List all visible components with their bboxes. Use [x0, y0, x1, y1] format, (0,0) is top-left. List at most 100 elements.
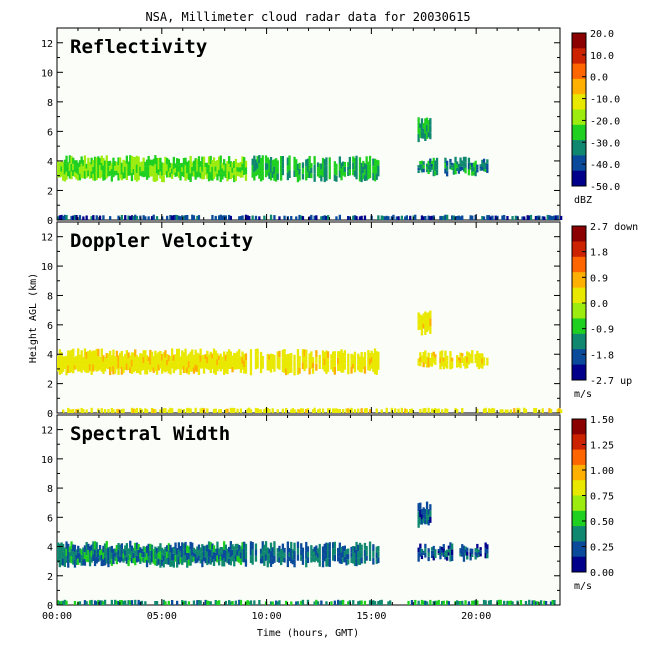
data-cell — [283, 349, 286, 357]
data-cell — [233, 175, 236, 183]
data-cell — [417, 503, 420, 512]
data-cell — [68, 358, 71, 366]
data-cell — [256, 155, 259, 163]
data-cell — [447, 552, 450, 556]
data-cell — [110, 545, 113, 553]
data-cell — [162, 599, 165, 605]
data-cell — [432, 545, 435, 551]
data-cell — [65, 155, 68, 164]
data-cell — [189, 365, 192, 372]
data-cell — [342, 359, 345, 366]
data-cell — [62, 162, 65, 169]
data-cell — [283, 552, 286, 558]
data-cell — [181, 549, 184, 558]
data-cell — [333, 161, 336, 168]
data-cell — [456, 409, 459, 413]
data-cell — [446, 355, 449, 360]
data-cell — [124, 364, 127, 370]
data-cell — [80, 560, 83, 566]
data-cell — [278, 363, 281, 370]
data-cell — [357, 359, 360, 365]
data-cell — [159, 409, 162, 413]
data-cell — [249, 366, 253, 376]
data-cell — [182, 359, 186, 367]
data-cell — [162, 352, 165, 359]
data-cell — [164, 162, 167, 169]
data-cell — [243, 157, 246, 164]
data-cell — [189, 549, 192, 558]
data-cell — [439, 351, 442, 358]
data-cell — [321, 546, 325, 554]
data-cell — [348, 156, 351, 164]
data-cell — [145, 166, 149, 174]
data-cell — [360, 600, 363, 605]
data-cell — [363, 352, 367, 360]
data-cell — [326, 215, 330, 220]
data-cell — [181, 542, 184, 550]
data-cell — [424, 548, 427, 553]
data-cell — [352, 215, 355, 220]
data-cell — [167, 165, 170, 172]
data-cell — [202, 551, 206, 557]
data-cell — [254, 355, 258, 363]
data-cell — [424, 600, 427, 605]
data-cell — [187, 173, 191, 180]
data-cell — [264, 169, 268, 178]
data-cell — [464, 156, 467, 163]
data-cell — [422, 507, 425, 513]
data-cell — [549, 215, 553, 220]
data-cell — [318, 364, 321, 369]
data-cell — [135, 555, 139, 563]
data-cell — [239, 599, 243, 605]
data-cell — [75, 173, 78, 180]
data-cell — [122, 159, 125, 167]
data-cell — [363, 163, 367, 170]
data-cell — [335, 169, 338, 176]
data-cell — [446, 166, 449, 172]
data-cell — [310, 351, 313, 358]
data-cell — [129, 355, 132, 362]
data-cell — [492, 408, 496, 413]
data-cell — [281, 349, 284, 358]
data-cell — [157, 558, 160, 565]
data-cell — [553, 600, 556, 605]
data-cell — [342, 166, 345, 171]
data-cell — [129, 367, 132, 374]
data-cell — [290, 359, 293, 367]
data-cell — [293, 409, 296, 413]
data-cell — [249, 541, 253, 549]
data-cell — [288, 552, 291, 557]
data-cell — [419, 502, 422, 510]
data-cell — [340, 364, 343, 373]
data-cell — [380, 409, 383, 413]
data-cell — [238, 355, 241, 363]
data-cell — [439, 546, 442, 551]
data-cell — [92, 541, 95, 548]
data-cell — [343, 350, 346, 357]
data-cell — [375, 408, 378, 413]
data-cell — [244, 353, 248, 361]
data-cell — [95, 215, 98, 220]
data-cell — [338, 170, 341, 178]
data-cell — [150, 407, 154, 413]
data-cell — [266, 157, 269, 164]
data-cell — [296, 601, 300, 605]
data-cell — [186, 552, 189, 561]
data-cell — [261, 555, 264, 564]
data-cell — [107, 560, 110, 568]
data-cell — [80, 365, 83, 373]
data-cell — [134, 550, 137, 558]
data-cell — [471, 215, 474, 220]
colorbar-swatch — [572, 170, 586, 187]
colorbar-label: 0.00 — [590, 568, 614, 579]
data-cell — [197, 215, 201, 220]
data-cell — [199, 361, 202, 369]
data-cell — [241, 163, 244, 171]
data-cell — [57, 172, 60, 178]
data-cell — [140, 409, 144, 413]
data-cell — [238, 556, 241, 563]
data-cell — [424, 508, 427, 514]
data-cell — [429, 158, 432, 163]
data-cell — [419, 509, 422, 518]
data-cell — [112, 349, 115, 358]
